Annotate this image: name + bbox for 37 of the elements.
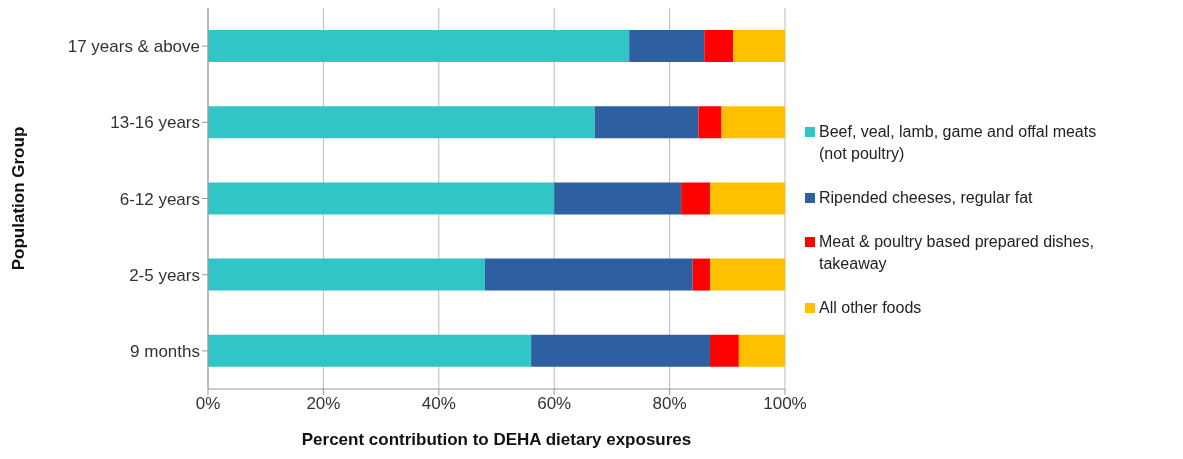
bar xyxy=(681,182,710,215)
legend-label: All other foods xyxy=(819,297,923,318)
y-tick-label: 17 years & above xyxy=(67,37,200,57)
legend-label: Ripended cheeses, regular fat xyxy=(819,187,1034,208)
bar xyxy=(594,106,699,139)
y-tick-label: 13-16 years xyxy=(110,113,200,133)
bar xyxy=(709,182,785,215)
bar xyxy=(208,334,532,367)
bar xyxy=(721,106,785,139)
bar xyxy=(208,106,595,139)
x-tick-label: 20% xyxy=(306,394,341,414)
x-tick-label: 60% xyxy=(537,394,572,414)
bar xyxy=(698,106,722,139)
bar xyxy=(733,30,785,62)
x-axis-title: Percent contribution to DEHA dietary exposures xyxy=(301,430,692,449)
x-tick-label: 80% xyxy=(652,394,687,414)
bar xyxy=(554,182,682,215)
bar xyxy=(629,30,705,62)
bar xyxy=(531,334,710,367)
y-tick-label: 9 months xyxy=(130,341,200,361)
bar xyxy=(208,30,630,62)
y-tick-label: 2-5 years xyxy=(129,265,200,285)
bar xyxy=(709,334,739,367)
bar xyxy=(738,334,785,367)
bar xyxy=(208,182,555,215)
x-tick-label: 100% xyxy=(763,394,807,414)
x-tick-label: 40% xyxy=(421,394,456,414)
bar xyxy=(484,258,693,291)
bar xyxy=(692,258,710,291)
bar xyxy=(208,258,485,291)
bar xyxy=(709,258,785,291)
legend-label: Meat & poultry based prepared dishes, takeaway xyxy=(819,231,1095,274)
y-axis-title: Population Group xyxy=(9,126,29,271)
legend-label: Beef, veal, lamb, game and offal meats (not poultry) xyxy=(819,121,1098,164)
x-tick-label: 0% xyxy=(195,394,221,414)
y-tick-label: 6-12 years xyxy=(119,189,200,209)
bar xyxy=(704,30,734,62)
